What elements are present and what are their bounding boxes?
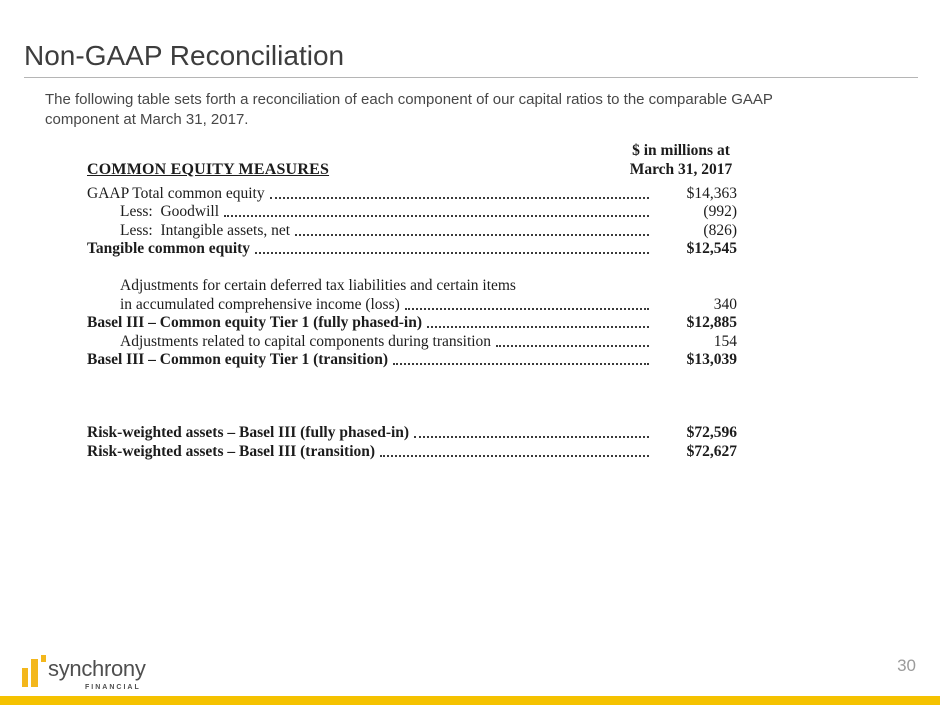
- row-label: Basel III – Common equity Tier 1 (transi…: [87, 351, 388, 369]
- value-column-header-line2: March 31, 2017: [629, 161, 733, 178]
- row-label: Adjustments related to capital component…: [120, 332, 492, 350]
- row-value: $72,596: [686, 423, 737, 441]
- row-value: $12,885: [686, 314, 737, 332]
- reconciliation-table: COMMON EQUITY MEASURES $ in millions at …: [87, 141, 737, 461]
- row-label: in accumulated comprehensive income (los…: [120, 295, 400, 313]
- row-value: $12,545: [686, 240, 737, 258]
- table-spacer: [87, 258, 737, 276]
- dot-leader: [380, 454, 649, 457]
- dot-leader: [496, 344, 649, 347]
- section-title: COMMON EQUITY MEASURES: [87, 161, 330, 178]
- row-label: GAAP Total common equity: [87, 184, 265, 202]
- title-divider: [24, 77, 918, 78]
- table-row-adjustments-capital-components: Adjustments related to capital component…: [87, 332, 737, 351]
- synchrony-logo: synchrony FINANCIAL: [22, 653, 162, 695]
- value-column-header-line1: $ in millions at: [632, 142, 730, 159]
- dot-leader: [427, 326, 649, 329]
- table-row-less-intangible-assets: Less: Intangible assets, net (826): [87, 221, 737, 240]
- row-label: Adjustments for certain deferred tax lia…: [120, 276, 516, 294]
- row-label: Risk-weighted assets – Basel III (transi…: [87, 442, 376, 460]
- table-row-basel-iii-tier1-transition: Basel III – Common equity Tier 1 (transi…: [87, 351, 737, 370]
- table-header: COMMON EQUITY MEASURES $ in millions at …: [87, 141, 737, 179]
- row-value: 154: [713, 332, 737, 350]
- dot-leader: [295, 233, 649, 236]
- table-row-adjustments-deferred-tax-line1: Adjustments for certain deferred tax lia…: [87, 276, 737, 295]
- table-row-risk-weighted-transition: Risk-weighted assets – Basel III (transi…: [87, 442, 737, 461]
- table-row-gaap-total-common-equity: GAAP Total common equity $14,363: [87, 184, 737, 203]
- row-value: $14,363: [686, 184, 737, 202]
- table-row-tangible-common-equity: Tangible common equity $12,545: [87, 240, 737, 259]
- logo-wordmark: synchrony: [48, 656, 146, 681]
- dot-leader: [255, 252, 649, 255]
- logo-spark-icon: [41, 655, 46, 662]
- value-column-header: $ in millions at March 31, 2017: [617, 141, 745, 179]
- dot-leader: [224, 215, 649, 218]
- table-row-adjustments-deferred-tax-line2: in accumulated comprehensive income (los…: [87, 295, 737, 314]
- table-row-risk-weighted-fully-phased-in: Risk-weighted assets – Basel III (fully …: [87, 423, 737, 442]
- row-label: Tangible common equity: [87, 240, 251, 258]
- logo-subtext: FINANCIAL: [85, 684, 141, 691]
- dot-leader: [392, 363, 649, 366]
- page-title: Non-GAAP Reconciliation: [24, 40, 345, 71]
- dot-leader: [404, 307, 649, 310]
- row-value: (826): [703, 221, 737, 239]
- logo-bar-icon: [22, 668, 28, 687]
- row-value: $72,627: [686, 442, 737, 460]
- table-row-basel-iii-tier1-fully-phased-in: Basel III – Common equity Tier 1 (fully …: [87, 314, 737, 333]
- dot-leader: [414, 435, 649, 438]
- row-label: Risk-weighted assets – Basel III (fully …: [87, 423, 410, 441]
- page-number: 30: [897, 656, 916, 675]
- row-value: (992): [703, 203, 737, 221]
- table-row-less-goodwill: Less: Goodwill (992): [87, 203, 737, 222]
- intro-paragraph: The following table sets forth a reconci…: [45, 91, 773, 128]
- bottom-accent-bar: [0, 696, 940, 705]
- row-value: $13,039: [686, 351, 737, 369]
- row-value: 340: [713, 295, 737, 313]
- row-label: Less: Intangible assets, net: [120, 221, 291, 239]
- dot-leader: [269, 196, 649, 199]
- row-label: Less: Goodwill: [120, 203, 220, 221]
- table-spacer: [87, 369, 737, 423]
- row-label: Basel III – Common equity Tier 1 (fully …: [87, 314, 423, 332]
- logo-bar-icon: [31, 659, 38, 687]
